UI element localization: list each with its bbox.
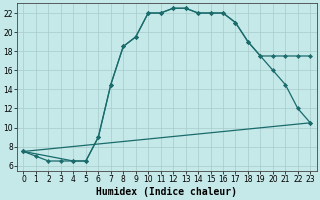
X-axis label: Humidex (Indice chaleur): Humidex (Indice chaleur) [96,186,237,197]
